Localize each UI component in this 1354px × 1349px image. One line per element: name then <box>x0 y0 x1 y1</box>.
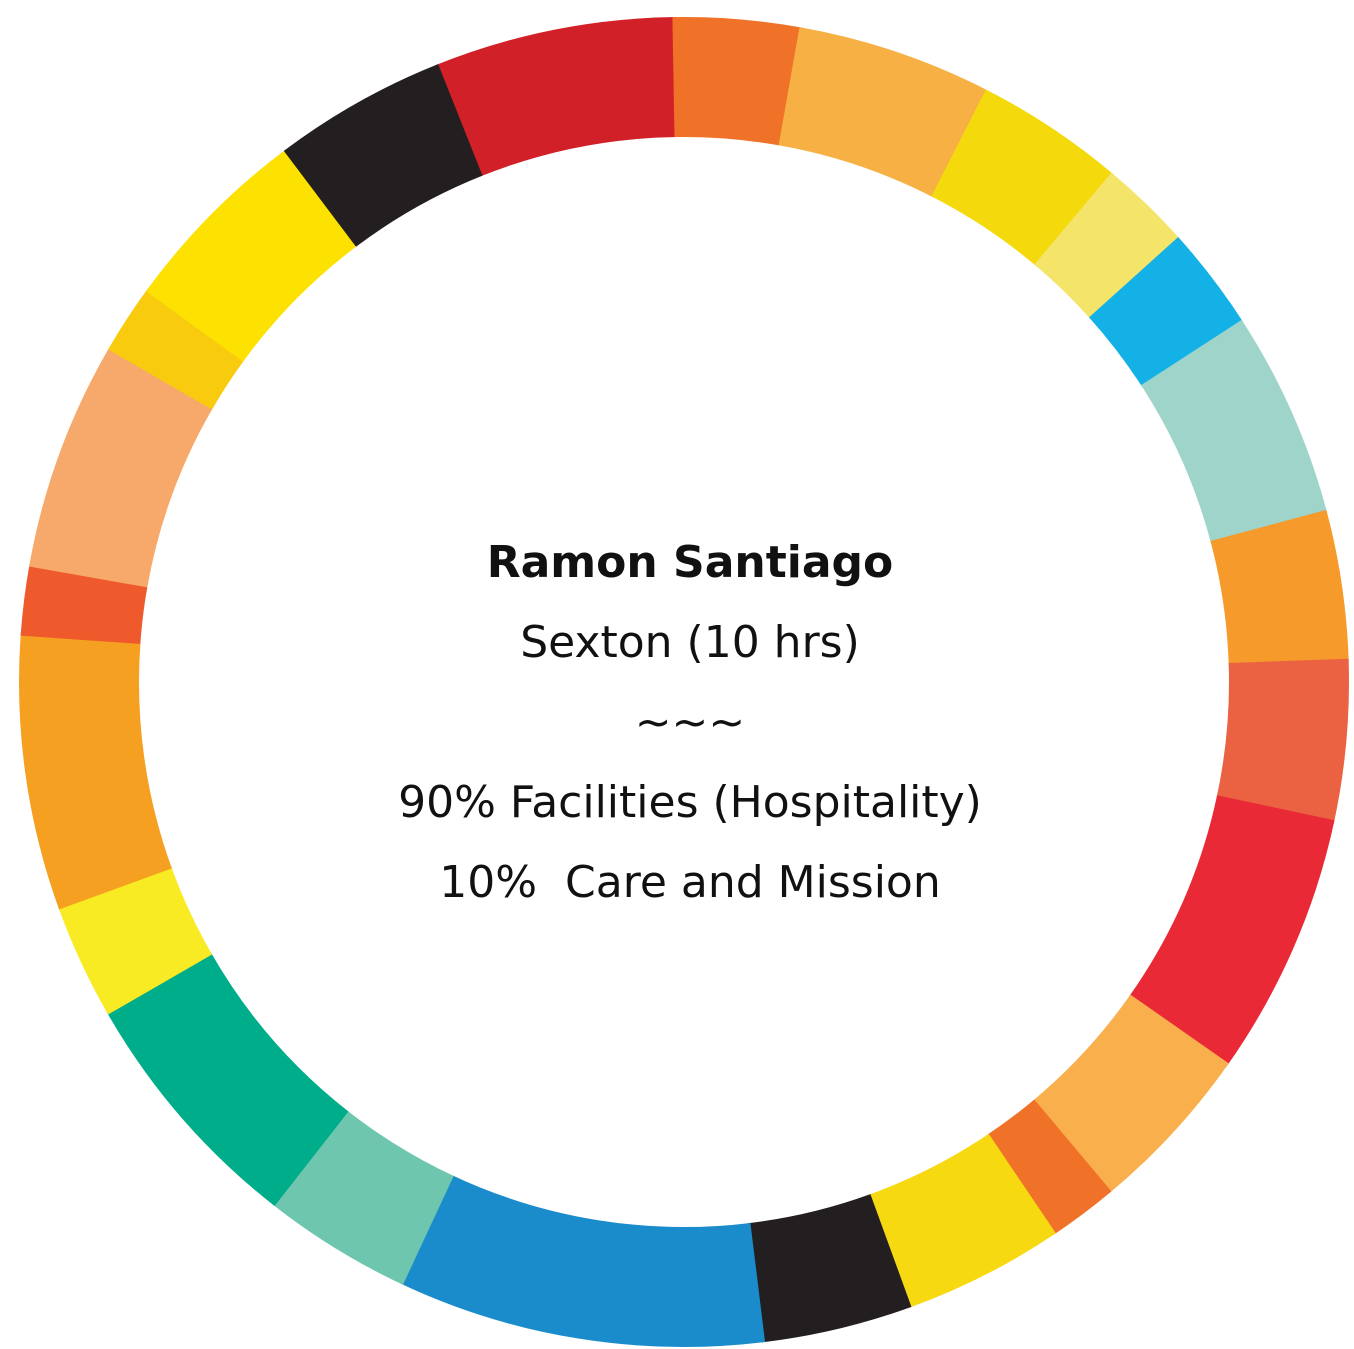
card: Ramon Santiago Sexton (10 hrs) ~~~ 90% F… <box>0 0 1354 1349</box>
ring-segment <box>195 197 323 326</box>
ring-segment <box>425 1229 757 1287</box>
ring-segment <box>79 637 115 889</box>
ring-segment <box>158 982 311 1159</box>
allocation: 90% Facilities (Hospitality) <box>398 777 982 828</box>
ring-segment <box>457 77 676 121</box>
ring-segment <box>755 1251 891 1283</box>
ring-segment <box>673 77 792 87</box>
ring-segment <box>1134 277 1194 355</box>
ring-segment <box>1020 1145 1073 1185</box>
page: Ramon Santiago Sexton (10 hrs) ~~~ 90% F… <box>0 0 1354 1349</box>
ring-segment <box>114 886 160 985</box>
ring-segment <box>959 143 1076 221</box>
ring-segment <box>320 120 460 199</box>
role: Sexton (10 hrs) <box>520 617 860 668</box>
ring-segment <box>1070 1029 1179 1147</box>
ring-segment <box>789 86 961 144</box>
ring-segment <box>88 377 161 577</box>
ring-segment <box>1073 219 1136 280</box>
ring-segment <box>1191 352 1269 528</box>
ring-segment <box>160 324 196 380</box>
person-name: Ramon Santiago <box>487 537 894 588</box>
ring-segment <box>888 1184 1022 1252</box>
divider: ~~~ <box>635 697 746 748</box>
ring-segment <box>309 1157 428 1231</box>
decorative-ring <box>79 77 1289 1287</box>
ring-segment <box>1275 661 1289 811</box>
allocation: 10% Care and Mission <box>439 857 940 908</box>
ring-segment <box>1178 808 1276 1032</box>
ring-segment <box>80 574 88 640</box>
ring-segment <box>1268 525 1288 664</box>
